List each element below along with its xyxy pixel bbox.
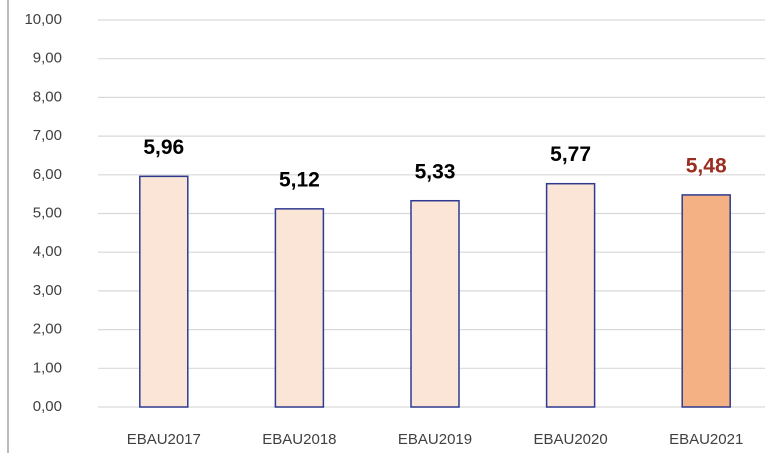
y-tick-label: 6,00 bbox=[33, 166, 62, 183]
value-label: 5,33 bbox=[415, 160, 456, 183]
bar bbox=[410, 199, 460, 408]
value-label: 5,48 bbox=[686, 154, 727, 177]
y-tick-label: 4,00 bbox=[33, 243, 62, 260]
bar bbox=[139, 175, 189, 408]
value-label: 5,12 bbox=[279, 168, 320, 191]
y-tick-label: 10,00 bbox=[24, 11, 62, 28]
y-tick-label: 3,00 bbox=[33, 282, 62, 299]
y-tick-label: 7,00 bbox=[33, 127, 62, 144]
value-label: 5,96 bbox=[143, 136, 184, 159]
x-tick-label: EBAU2019 bbox=[398, 431, 472, 448]
bar bbox=[681, 194, 731, 408]
bar bbox=[545, 182, 596, 408]
y-tick-label: 5,00 bbox=[33, 204, 62, 221]
y-tick-label: 0,00 bbox=[33, 398, 62, 415]
bar bbox=[274, 208, 325, 408]
value-label: 5,77 bbox=[550, 143, 591, 166]
x-tick-label: EBAU2021 bbox=[669, 431, 743, 448]
y-tick-label: 8,00 bbox=[33, 88, 62, 105]
x-tick-label: EBAU2018 bbox=[262, 431, 336, 448]
x-tick-label: EBAU2020 bbox=[533, 431, 607, 448]
y-tick-label: 1,00 bbox=[33, 359, 62, 376]
y-tick-label: 9,00 bbox=[33, 50, 62, 67]
y-tick-label: 2,00 bbox=[33, 321, 62, 338]
x-tick-label: EBAU2017 bbox=[127, 431, 201, 448]
